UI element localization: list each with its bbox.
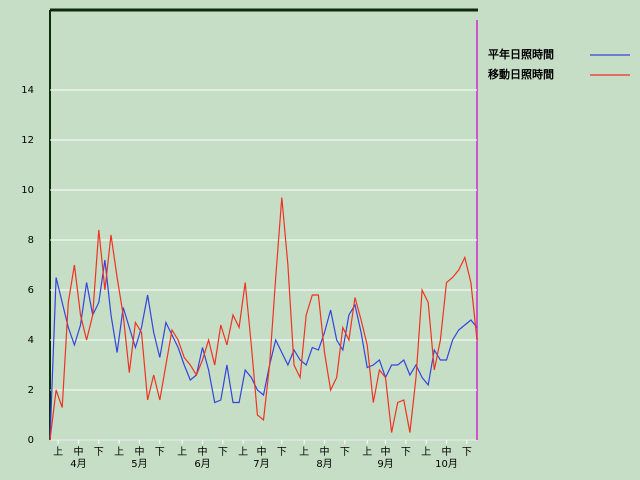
x-tick-label: 下	[94, 447, 104, 458]
y-tick-label: 2	[28, 385, 34, 396]
y-tick-label: 12	[21, 135, 34, 146]
x-tick-label: 中	[73, 445, 83, 458]
x-tick-label: 上	[421, 446, 431, 458]
month-label: 4月	[70, 458, 86, 470]
x-tick-label: 上	[53, 446, 63, 458]
x-tick-label: 上	[238, 446, 248, 458]
y-tick-label: 10	[21, 185, 34, 196]
y-tick-label: 0	[28, 435, 34, 446]
x-tick-label: 上	[177, 446, 187, 458]
x-tick-label: 中	[381, 445, 391, 458]
x-tick-label: 下	[462, 447, 472, 458]
y-tick-label: 6	[28, 285, 34, 296]
x-tick-label: 下	[340, 447, 350, 458]
x-tick-label: 上	[114, 446, 124, 458]
x-tick-label: 中	[442, 445, 452, 458]
month-label: 7月	[253, 458, 269, 470]
x-tick-label: 下	[218, 447, 228, 458]
series-line	[49, 259, 478, 441]
x-tick-label: 下	[155, 447, 165, 458]
y-tick-label: 8	[28, 235, 34, 246]
month-label: 10月	[435, 458, 458, 470]
month-label: 8月	[316, 458, 332, 470]
legend-label: 移動日照時間	[488, 67, 554, 81]
month-label: 6月	[194, 458, 210, 470]
x-tick-label: 上	[299, 446, 309, 458]
month-label: 5月	[131, 458, 147, 470]
x-tick-label: 中	[256, 445, 266, 458]
y-tick-label: 14	[21, 85, 34, 96]
x-tick-label: 中	[320, 445, 330, 458]
x-tick-label: 中	[198, 445, 208, 458]
month-label: 9月	[377, 458, 393, 470]
series-line	[49, 197, 478, 441]
y-tick-label: 4	[28, 335, 34, 346]
x-tick-label: 上	[362, 446, 372, 458]
x-tick-label: 下	[277, 447, 287, 458]
x-tick-label: 中	[134, 445, 144, 458]
x-tick-label: 下	[401, 447, 411, 458]
legend-label: 平年日照時間	[488, 47, 554, 61]
